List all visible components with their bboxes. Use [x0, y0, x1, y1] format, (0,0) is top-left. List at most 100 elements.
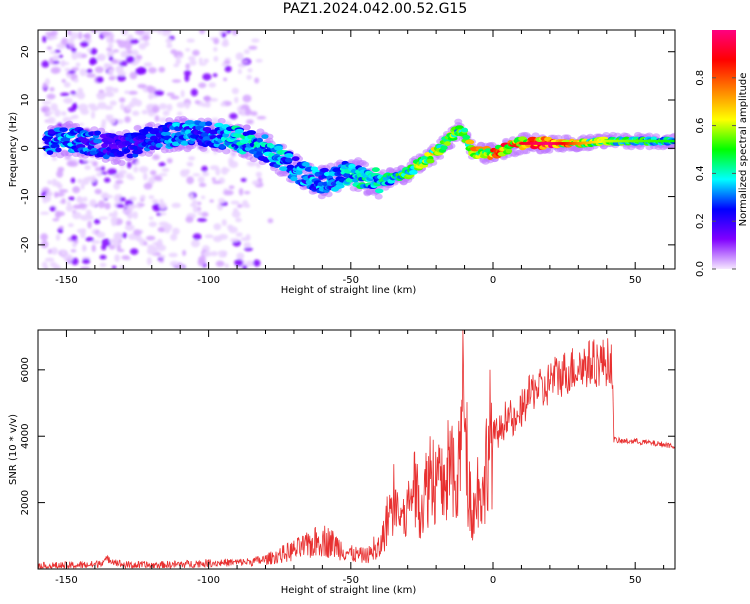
ridge-blob [233, 133, 243, 138]
x-tick-label: -100 [197, 275, 220, 286]
noise-blob [46, 46, 53, 50]
noise-blob [77, 31, 83, 40]
ridge-halo [147, 121, 156, 128]
noise-blob [170, 49, 177, 55]
noise-blob [190, 88, 198, 97]
x-tick-label: -50 [343, 575, 359, 586]
noise-blob [86, 73, 96, 78]
noise-blob [93, 218, 101, 225]
noise-blob [70, 177, 76, 184]
noise-blob [87, 220, 92, 229]
ridge-blob [155, 143, 163, 148]
noise-blob [157, 227, 164, 233]
noise-blob [85, 237, 95, 242]
noise-blob [51, 60, 60, 64]
noise-blob [192, 199, 198, 205]
colorbar-tick-label: 0.8 [695, 70, 706, 86]
noise-blob [224, 65, 232, 73]
x-tick-label: 50 [629, 575, 642, 586]
noise-blob [197, 201, 202, 206]
noise-blob [223, 77, 228, 82]
noise-blob [67, 30, 72, 36]
snr-line [38, 330, 675, 569]
noise-blob [248, 45, 258, 50]
noise-blob [138, 42, 147, 50]
snr-panel: -150 -100 -50 0 50 2000 4000 6000 Height of stra… [8, 329, 676, 596]
noise-blob [130, 248, 139, 255]
noise-blob [65, 204, 74, 212]
noise-blob [123, 52, 129, 57]
noise-blob [213, 47, 218, 52]
noise-blob [46, 93, 56, 100]
noise-blob [129, 39, 140, 44]
ridge-blob [279, 166, 289, 172]
noise-blob [80, 214, 90, 221]
noise-blob [99, 254, 107, 260]
noise-blob [128, 176, 135, 181]
noise-blob [119, 60, 128, 67]
noise-blob [40, 105, 51, 113]
noise-blob [140, 194, 146, 200]
noise-blob [201, 165, 208, 172]
ridge-blob [302, 161, 310, 167]
noise-blob [186, 161, 194, 166]
noise-blob [138, 166, 149, 173]
noise-blob [243, 242, 251, 248]
noise-blob [240, 177, 247, 183]
noise-blob [120, 103, 125, 111]
noise-blob [148, 176, 156, 184]
noise-blob [213, 56, 219, 62]
noise-blob [48, 36, 59, 40]
noise-blob [158, 162, 166, 167]
noise-blob [228, 185, 235, 190]
noise-blob [125, 104, 132, 111]
noise-blob [197, 211, 203, 216]
x-axis-label: Height of straight line (km) [281, 585, 417, 596]
noise-blob [212, 235, 223, 243]
noise-blob [170, 95, 180, 100]
noise-blob [103, 62, 110, 70]
snr-series [38, 330, 675, 569]
y-tick-label: 2000 [20, 490, 31, 515]
noise-blob [100, 171, 108, 175]
ridge-blob [123, 148, 131, 154]
ridge-core [672, 139, 675, 143]
ridge-blob [342, 173, 351, 178]
noise-blob [230, 200, 240, 205]
noise-blob [204, 95, 211, 103]
noise-blob [124, 224, 135, 231]
noise-blob [75, 62, 81, 67]
noise-blob [56, 170, 64, 178]
noise-blob [89, 59, 96, 66]
noise-blob [44, 78, 50, 86]
noise-blob [146, 257, 152, 266]
noise-blob [205, 100, 211, 108]
ridge-blob [426, 158, 435, 164]
noise-blob [58, 189, 69, 193]
noise-blob [198, 182, 207, 188]
noise-blob [128, 233, 138, 241]
noise-blob [77, 178, 83, 184]
noise-blob [221, 166, 229, 175]
noise-blob [96, 231, 106, 239]
ridge-blob [440, 145, 448, 151]
noise-blob [200, 195, 206, 200]
noise-blob [143, 62, 153, 67]
noise-blob [256, 115, 267, 120]
noise-blob [166, 103, 173, 112]
noise-blob [110, 216, 118, 224]
noise-blob [126, 161, 132, 169]
noise-blob [170, 233, 178, 241]
x-tick-label: -50 [343, 275, 359, 286]
ridge-blob [162, 127, 170, 133]
noise-blob [223, 30, 229, 32]
ridge-blob [116, 150, 124, 156]
y-axis-label: Frequency (Hz) [8, 112, 19, 188]
ridge-blob [218, 144, 226, 149]
noise-blob [58, 225, 64, 230]
noise-blob [211, 177, 216, 182]
x-tick-label: -150 [55, 575, 78, 586]
colorbar-tick-label: 0.6 [695, 118, 706, 134]
noise-blob [105, 31, 111, 37]
noise-blob [44, 257, 55, 262]
